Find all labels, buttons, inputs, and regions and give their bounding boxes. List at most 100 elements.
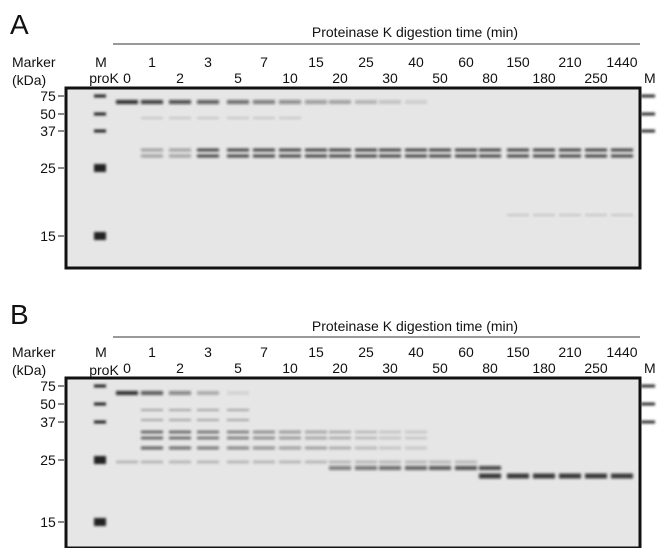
protein-band — [253, 436, 275, 440]
kda-label: 50 — [40, 106, 56, 122]
protein-band — [227, 409, 249, 411]
protein-band — [329, 100, 351, 104]
marker-band — [641, 94, 655, 98]
protein-band — [116, 100, 138, 104]
lane-label: 150 — [506, 54, 530, 70]
protein-band — [507, 148, 529, 152]
protein-band — [611, 154, 633, 158]
protein-band — [405, 446, 427, 450]
protein-band — [116, 460, 138, 464]
lane-label: 1440 — [606, 54, 637, 70]
protein-band — [279, 436, 301, 440]
protein-band — [141, 430, 163, 434]
lane-label: 60 — [458, 344, 474, 360]
marker-band — [94, 518, 106, 526]
marker-band — [641, 112, 655, 116]
protein-band — [141, 419, 163, 421]
kda-label: 75 — [40, 378, 56, 394]
protein-band — [329, 154, 351, 158]
lane-label: 250 — [584, 360, 608, 376]
protein-band — [305, 154, 327, 158]
protein-band — [197, 100, 219, 104]
protein-band — [533, 154, 555, 158]
protein-band — [116, 391, 138, 395]
lane-label: 0 — [123, 70, 131, 86]
protein-band — [197, 419, 219, 421]
protein-band — [479, 148, 501, 152]
gel-title: Proteinase K digestion time (min) — [312, 24, 518, 40]
right-marker-label: M — [644, 70, 656, 86]
protein-band — [197, 409, 219, 411]
marker-lane-label: M — [95, 54, 107, 70]
lane-label: 180 — [532, 360, 556, 376]
lane-label: 2 — [176, 360, 184, 376]
protein-band — [355, 446, 377, 450]
protein-band — [169, 391, 191, 395]
protein-band — [197, 391, 219, 395]
protein-band — [533, 473, 555, 479]
protein-band — [379, 100, 401, 104]
protein-band — [305, 436, 327, 440]
protein-band — [279, 446, 301, 450]
protein-band — [559, 154, 581, 158]
protein-band — [455, 148, 477, 152]
protein-band — [253, 148, 275, 152]
protein-band — [169, 446, 191, 450]
protein-band — [329, 466, 351, 470]
protein-band — [279, 154, 301, 158]
protein-band — [405, 460, 427, 464]
protein-band — [355, 154, 377, 158]
lane-label: 0 — [123, 360, 131, 376]
lane-label: 80 — [482, 70, 498, 86]
protein-band — [305, 460, 327, 464]
protein-band — [227, 154, 249, 158]
lane-label: 5 — [234, 70, 242, 86]
protein-band — [429, 460, 451, 464]
lane-label: 80 — [482, 360, 498, 376]
marker-band — [94, 94, 106, 98]
marker-band — [94, 164, 106, 172]
lane-label: 150 — [506, 344, 530, 360]
protein-band — [253, 117, 275, 119]
protein-band — [197, 460, 219, 464]
protein-band — [169, 460, 191, 464]
marker-unit: (kDa) — [12, 362, 46, 378]
protein-band — [405, 154, 427, 158]
lane-label: 250 — [584, 70, 608, 86]
right-marker-label: M — [644, 360, 656, 376]
protein-band — [141, 391, 163, 395]
protein-band — [197, 154, 219, 158]
marker-band — [94, 384, 106, 388]
protein-band — [169, 148, 191, 152]
lane-label: 7 — [260, 54, 268, 70]
protein-band — [141, 117, 163, 119]
protein-band — [197, 446, 219, 450]
protein-band — [585, 148, 607, 152]
lane-label: 3 — [204, 54, 212, 70]
marker-band — [94, 112, 106, 116]
marker-band — [94, 402, 106, 406]
protein-band — [405, 430, 427, 434]
protein-band — [227, 446, 249, 450]
protein-band — [455, 460, 477, 464]
protein-band — [227, 419, 249, 421]
kda-label: 15 — [40, 228, 56, 244]
lane-label: 60 — [458, 54, 474, 70]
lane-label: 1440 — [606, 344, 637, 360]
protein-band — [355, 436, 377, 440]
protein-band — [169, 117, 191, 119]
gel-title: Proteinase K digestion time (min) — [312, 318, 518, 334]
protein-band — [405, 436, 427, 440]
protein-band — [405, 466, 427, 470]
prok-lane-label: proK — [89, 362, 119, 378]
panel-label: A — [10, 9, 29, 40]
protein-band — [169, 154, 191, 158]
kda-label: 75 — [40, 88, 56, 104]
protein-band — [507, 214, 529, 216]
lane-label: 5 — [234, 360, 242, 376]
protein-band — [455, 466, 477, 470]
marker-label: Marker — [12, 344, 56, 360]
lane-label: 40 — [408, 344, 424, 360]
kda-label: 15 — [40, 514, 56, 530]
